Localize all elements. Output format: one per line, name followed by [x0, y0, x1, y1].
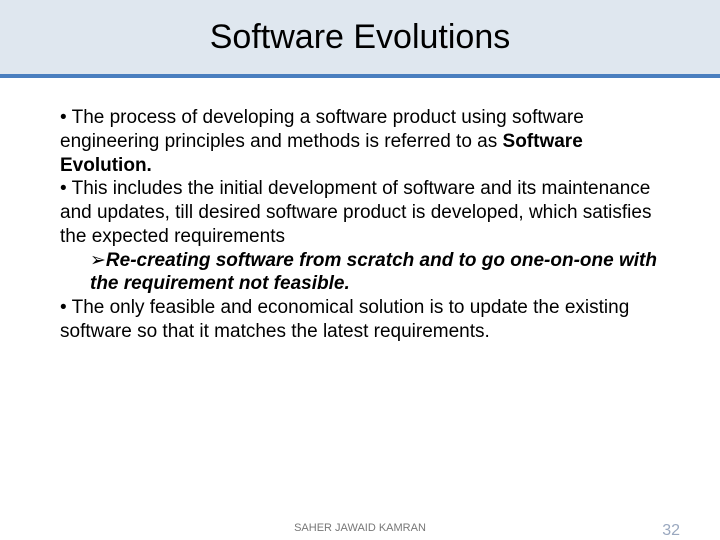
- sub-bullet-1-text: Re-creating software from scratch and to…: [90, 250, 657, 295]
- slide-title: Software Evolutions: [210, 18, 511, 57]
- sub-bullet-1: ➢Re-creating software from scratch and t…: [60, 249, 660, 297]
- bullet-1: • The process of developing a software p…: [60, 106, 660, 177]
- footer-author: SAHER JAWAID KAMRAN: [294, 522, 426, 534]
- title-band: Software Evolutions: [0, 0, 720, 74]
- arrow-icon: ➢: [90, 250, 106, 271]
- slide-content: • The process of developing a software p…: [0, 78, 720, 344]
- bullet-3: • The only feasible and economical solut…: [60, 296, 660, 344]
- bullet-2: • This includes the initial development …: [60, 177, 660, 248]
- slide: Software Evolutions • The process of dev…: [0, 0, 720, 540]
- footer-page-number: 32: [662, 522, 680, 540]
